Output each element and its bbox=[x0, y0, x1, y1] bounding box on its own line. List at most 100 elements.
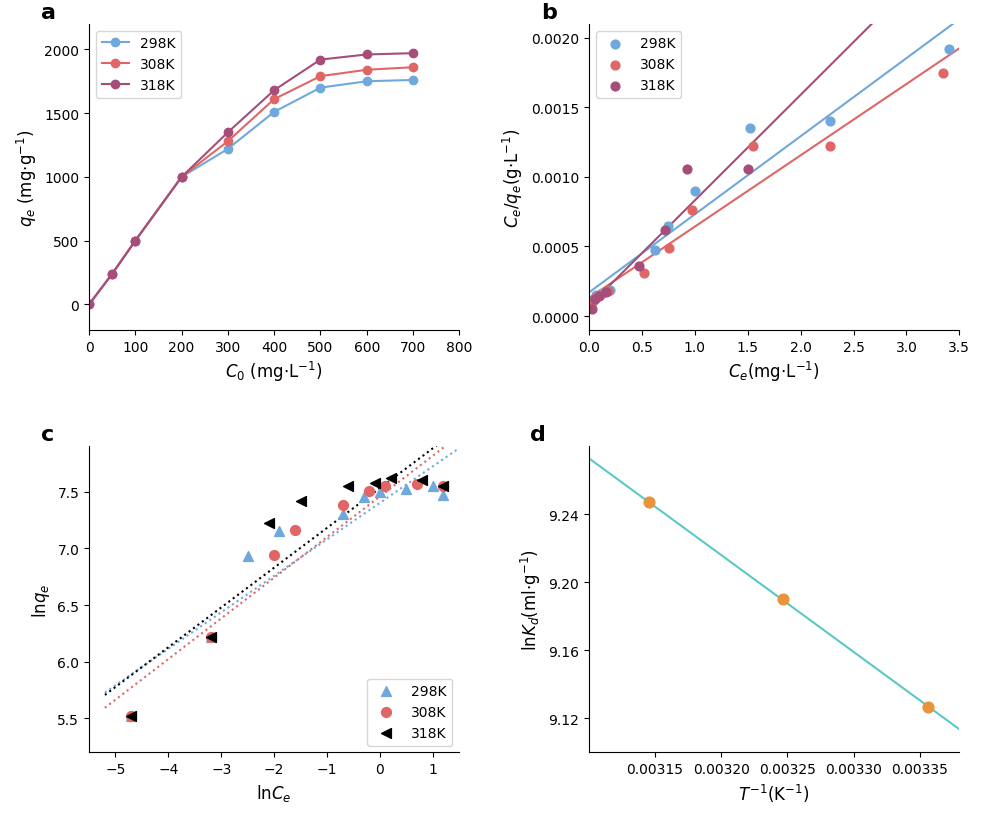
308K bbox=[176, 173, 188, 183]
298K bbox=[822, 116, 838, 129]
308K bbox=[407, 63, 419, 73]
318K bbox=[407, 49, 419, 59]
308K bbox=[83, 300, 95, 310]
318K bbox=[361, 50, 373, 60]
318K bbox=[414, 474, 430, 487]
298K bbox=[203, 630, 219, 643]
Legend: 298K, 308K, 318K: 298K, 308K, 318K bbox=[596, 31, 681, 98]
298K bbox=[222, 145, 233, 155]
308K bbox=[315, 72, 326, 82]
298K bbox=[593, 287, 609, 300]
Legend: 298K, 308K, 318K: 298K, 308K, 318K bbox=[367, 679, 452, 746]
318K bbox=[584, 304, 600, 317]
318K bbox=[658, 224, 674, 237]
X-axis label: $C_0$ (mg$\cdot$L$^{-1}$): $C_0$ (mg$\cdot$L$^{-1}$) bbox=[225, 360, 323, 384]
318K bbox=[367, 476, 383, 490]
318K bbox=[383, 472, 399, 485]
308K bbox=[106, 270, 118, 280]
318K bbox=[176, 173, 188, 183]
308K bbox=[745, 141, 761, 154]
308K bbox=[591, 289, 607, 302]
308K bbox=[130, 237, 141, 246]
308K bbox=[409, 477, 425, 490]
308K bbox=[203, 630, 219, 643]
X-axis label: $T^{-1}$(K$^{-1}$): $T^{-1}$(K$^{-1}$) bbox=[739, 782, 810, 804]
308K bbox=[600, 285, 616, 299]
298K bbox=[106, 270, 118, 280]
318K bbox=[740, 163, 756, 176]
318K bbox=[315, 55, 326, 65]
308K bbox=[288, 524, 304, 538]
298K bbox=[435, 489, 451, 502]
298K bbox=[687, 185, 703, 198]
308K bbox=[636, 267, 652, 280]
Line: 298K: 298K bbox=[85, 77, 417, 309]
318K bbox=[587, 294, 603, 307]
318K bbox=[106, 270, 118, 280]
308K bbox=[585, 294, 601, 308]
298K bbox=[124, 710, 139, 723]
Text: c: c bbox=[41, 425, 54, 445]
308K bbox=[435, 480, 451, 493]
308K bbox=[588, 290, 604, 304]
308K bbox=[361, 65, 373, 75]
298K bbox=[130, 237, 141, 246]
Y-axis label: $C_e/q_e$(g$\cdot$L$^{-1}$): $C_e/q_e$(g$\cdot$L$^{-1}$) bbox=[501, 128, 525, 227]
318K bbox=[124, 710, 139, 723]
Point bbox=[775, 593, 791, 606]
318K bbox=[222, 128, 233, 138]
298K bbox=[356, 491, 372, 504]
308K bbox=[662, 242, 677, 256]
318K bbox=[130, 237, 141, 246]
298K bbox=[602, 284, 618, 298]
318K bbox=[598, 286, 614, 299]
Line: 318K: 318K bbox=[85, 50, 417, 309]
298K bbox=[268, 108, 280, 117]
318K bbox=[293, 495, 309, 508]
Line: 308K: 308K bbox=[85, 64, 417, 309]
Text: a: a bbox=[41, 2, 55, 22]
298K bbox=[941, 43, 956, 56]
308K bbox=[378, 480, 394, 493]
Y-axis label: ln$q_e$: ln$q_e$ bbox=[30, 582, 51, 617]
308K bbox=[124, 710, 139, 723]
298K bbox=[407, 76, 419, 86]
X-axis label: ln$C_e$: ln$C_e$ bbox=[256, 782, 292, 803]
298K bbox=[176, 173, 188, 183]
298K bbox=[647, 244, 663, 257]
308K bbox=[822, 141, 838, 154]
298K bbox=[372, 485, 388, 499]
308K bbox=[222, 137, 233, 147]
Point bbox=[920, 700, 936, 714]
308K bbox=[335, 499, 351, 512]
298K bbox=[272, 525, 288, 538]
308K bbox=[683, 204, 699, 218]
Y-axis label: ln$K_d$(ml$\cdot$g$^{-1}$): ln$K_d$(ml$\cdot$g$^{-1}$) bbox=[518, 549, 543, 651]
318K bbox=[590, 290, 606, 304]
298K bbox=[239, 550, 255, 563]
308K bbox=[268, 95, 280, 105]
318K bbox=[679, 163, 695, 176]
308K bbox=[936, 67, 951, 80]
Y-axis label: $q_e$ (mg$\cdot$g$^{-1}$): $q_e$ (mg$\cdot$g$^{-1}$) bbox=[15, 129, 39, 227]
298K bbox=[585, 294, 601, 308]
298K bbox=[588, 289, 604, 303]
X-axis label: $C_e$(mg$\cdot$L$^{-1}$): $C_e$(mg$\cdot$L$^{-1}$) bbox=[728, 360, 820, 384]
298K bbox=[742, 122, 758, 136]
318K bbox=[203, 630, 219, 643]
318K bbox=[631, 260, 647, 273]
298K bbox=[83, 300, 95, 310]
318K bbox=[340, 480, 356, 493]
318K bbox=[261, 517, 277, 530]
308K bbox=[266, 549, 282, 562]
Point bbox=[641, 496, 657, 509]
308K bbox=[362, 485, 378, 498]
318K bbox=[435, 480, 451, 493]
Text: b: b bbox=[541, 2, 557, 22]
Legend: 298K, 308K, 318K: 298K, 308K, 318K bbox=[96, 31, 181, 98]
298K bbox=[361, 77, 373, 87]
318K bbox=[83, 300, 95, 310]
298K bbox=[399, 483, 414, 496]
298K bbox=[335, 508, 351, 521]
298K bbox=[661, 220, 676, 233]
